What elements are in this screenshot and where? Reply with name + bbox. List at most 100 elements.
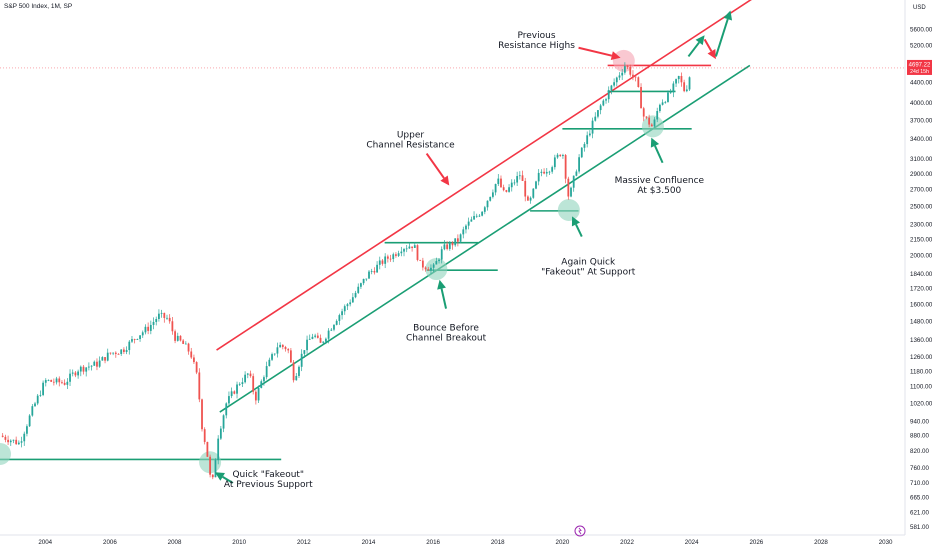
candle-body <box>443 244 446 250</box>
candle-body <box>311 336 314 339</box>
candle-body <box>462 229 465 235</box>
candle-body <box>125 350 128 352</box>
y-tick-label: 4000.00 <box>910 100 932 107</box>
candle-body <box>77 371 80 376</box>
candle-body <box>416 245 419 260</box>
y-tick-label: 1840.00 <box>910 271 932 278</box>
line-channel-upper <box>216 0 752 351</box>
candle-body <box>513 182 516 184</box>
candle-body <box>219 428 222 439</box>
x-tick-label: 2008 <box>168 539 182 546</box>
candle-body <box>432 264 435 268</box>
candle-body <box>664 101 667 103</box>
y-tick-label: 1480.00 <box>910 319 932 326</box>
candle-body <box>281 344 284 347</box>
candle-body <box>354 292 357 298</box>
candle-body <box>155 318 158 322</box>
candle-body <box>505 190 508 192</box>
candle-body <box>238 383 241 385</box>
y-tick-label: 710.00 <box>910 480 929 487</box>
candle-body <box>591 120 594 134</box>
candle-body <box>190 351 193 358</box>
candle-body <box>669 92 672 94</box>
candlesticks <box>1 62 691 480</box>
y-tick-label: 1360.00 <box>910 337 932 344</box>
annotation-arrow-shaft <box>575 223 583 237</box>
candle-body <box>12 439 15 441</box>
candle-body <box>31 406 34 416</box>
candle-body <box>112 352 115 354</box>
candle-body <box>567 178 570 197</box>
x-tick-label: 2004 <box>38 539 52 546</box>
candle-body <box>246 373 249 375</box>
candle-body <box>492 192 494 197</box>
candle-body <box>564 155 567 179</box>
candle-body <box>588 133 591 136</box>
candle-body <box>96 361 98 367</box>
candle-body <box>384 256 387 264</box>
candle-body <box>144 326 147 333</box>
annotation-text: Again Quick <box>561 257 616 267</box>
annotation-text: At $3.500 <box>637 186 681 196</box>
candle-body <box>319 337 322 343</box>
candle-body <box>607 90 610 100</box>
candle-body <box>287 349 290 351</box>
currency-label: USD <box>913 5 926 11</box>
annotation-arrow-head <box>571 216 581 227</box>
candle-body <box>79 366 82 372</box>
candle-body <box>152 321 155 325</box>
candle-body <box>508 187 510 192</box>
candle-body <box>376 264 378 273</box>
candle-body <box>141 332 144 336</box>
candle-body <box>147 326 150 331</box>
candle-body <box>397 253 400 256</box>
candle-body <box>629 66 632 75</box>
candle-body <box>572 175 575 188</box>
candle-body <box>257 387 260 401</box>
candle-body <box>524 180 527 197</box>
y-tick-label: 621.00 <box>910 509 929 516</box>
y-tick-label: 880.00 <box>910 433 929 440</box>
candle-body <box>174 331 176 341</box>
candle-body <box>360 283 362 287</box>
candle-body <box>117 353 120 355</box>
candle-body <box>373 271 376 273</box>
annotation-arrow-head <box>610 51 621 61</box>
candle-body <box>201 399 203 430</box>
candle-body <box>316 335 319 338</box>
candle-body <box>580 147 583 158</box>
candle-body <box>300 353 303 367</box>
candle-body <box>217 438 220 461</box>
y-tick-label: 1600.00 <box>910 301 932 308</box>
candle-body <box>456 238 459 242</box>
candle-body <box>271 354 273 360</box>
candle-body <box>230 391 233 397</box>
candle-body <box>685 89 688 92</box>
y-tick-label: 940.00 <box>910 418 929 425</box>
y-tick-label: 1020.00 <box>910 400 932 407</box>
highlight-circle <box>612 49 635 72</box>
highlight-circle <box>425 258 448 281</box>
annotation-text: Quick "Fakeout" <box>232 470 304 480</box>
y-tick-label: 1260.00 <box>910 354 932 361</box>
candle-body <box>502 187 505 191</box>
trend-lines <box>0 0 905 461</box>
annotation-arrow-head <box>437 279 446 290</box>
candle-body <box>465 225 467 230</box>
candle-body <box>543 171 545 174</box>
tradingview-logo <box>574 525 586 537</box>
annotation-arrow-head <box>723 10 733 21</box>
x-tick-label: 2020 <box>556 539 570 546</box>
candle-body <box>446 244 449 249</box>
candle-body <box>63 382 66 385</box>
candle-body <box>93 361 96 366</box>
candle-body <box>421 260 424 268</box>
candle-body <box>658 104 661 112</box>
candle-body <box>322 341 325 343</box>
candle-body <box>341 311 343 316</box>
candle-body <box>448 242 451 249</box>
candle-body <box>263 377 265 382</box>
candle-body <box>225 403 228 416</box>
y-tick-label: 2150.00 <box>910 237 932 244</box>
